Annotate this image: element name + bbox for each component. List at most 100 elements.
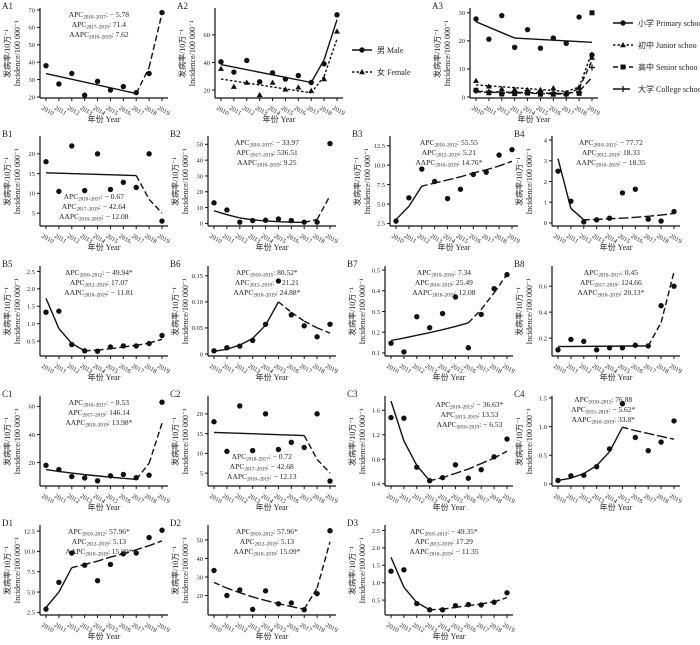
x-tick-label: 2017 (130, 363, 145, 376)
data-point (491, 286, 497, 292)
data-point (401, 567, 407, 573)
data-point (243, 79, 250, 85)
fit-line-segment (303, 320, 318, 329)
apc-period: 2013–2019 (430, 543, 453, 548)
x-tick-label: 2018 (143, 363, 158, 376)
x-axis-title: 年份 Year (600, 372, 633, 382)
data-point (452, 602, 459, 609)
fit-line-segment (403, 586, 418, 603)
fit-line-segment (475, 84, 567, 93)
fit-line-segment (58, 470, 72, 474)
panel-d2: D220304050201020112012201320142015201620… (170, 518, 339, 641)
apc-period: 2017–2019 (595, 284, 618, 289)
apc-annotation: AAPC2010–2019: 14.76* (415, 158, 482, 169)
y-axis-title-en: Incidence/100 000⁻¹ (358, 408, 367, 475)
data-point (576, 14, 582, 20)
x-tick-label: 2017 (298, 233, 313, 246)
apc-annotation: APC2010–2012: 55.55 (420, 138, 478, 149)
data-point (632, 342, 639, 348)
x-axis-title: 年份 Year (438, 242, 471, 252)
x-tick-label: 2017 (305, 105, 320, 118)
series-1 (393, 146, 515, 224)
data-point (478, 466, 484, 473)
apc-annotation: APC2017–2019: 536.51 (236, 148, 298, 159)
y-tick-label: 10.0 (374, 162, 385, 169)
apc-period: 2010–2013 (425, 533, 448, 538)
data-point (275, 216, 282, 222)
x-tick-label: 2019 (156, 493, 171, 506)
data-point (224, 345, 230, 351)
apc-value: : 18.33 (619, 148, 640, 157)
data-point (496, 152, 502, 158)
data-point (146, 70, 152, 77)
data-point (473, 77, 479, 83)
x-tick-label: 2011 (53, 493, 68, 505)
y-axis-title-cn: 发病率/10万⁻¹ (514, 156, 524, 205)
apc-annotation: AAPC2010–2019: − 6.53 (437, 420, 503, 431)
x-axis-title: 年份 Year (88, 502, 121, 512)
x-tick-label: 2017 (642, 363, 657, 376)
y-tick-label: 1.5 (372, 563, 380, 570)
x-tick-label: 2018 (655, 363, 670, 376)
data-point (237, 219, 243, 225)
y-tick-label: 12.5 (24, 528, 35, 535)
x-tick-label: 2012 (578, 493, 593, 506)
apc-annotation: APC2012–2019: 17.07 (70, 278, 128, 289)
fit-line-segment (447, 176, 461, 181)
apc-value: : − 33.97 (272, 138, 299, 147)
y-tick-label: 20 (459, 38, 466, 45)
panel-label: C4 (514, 389, 525, 399)
data-point (550, 89, 557, 96)
series-2 (218, 28, 340, 98)
apc-annotation: AAPC2010–2019: − 12.13 (227, 472, 297, 483)
apc-value: : 5.13 (109, 537, 126, 546)
data-point (133, 89, 139, 96)
apc-annotation: APC2010–2012: − 49.94* (65, 268, 133, 279)
data-point (388, 568, 394, 574)
apc-name: APC (236, 527, 251, 536)
data-point (555, 477, 561, 484)
data-point (658, 302, 664, 309)
fit-line-segment (578, 51, 593, 88)
apc-value: : 5.21 (459, 148, 476, 157)
data-point (439, 310, 446, 317)
apc-annotation: APC2017–2019: − 42.68 (230, 462, 294, 473)
data-point (269, 70, 276, 76)
data-point (43, 309, 49, 315)
data-point (419, 166, 425, 172)
data-point (256, 79, 263, 85)
apc-value: : 57.96* (105, 527, 130, 536)
x-tick-label: 2018 (311, 233, 326, 246)
x-tick-label: 2018 (311, 622, 326, 635)
data-point (231, 69, 237, 75)
fit-line-segment (480, 292, 495, 310)
y-tick-label: 40 (197, 157, 204, 164)
apc-period: 2010–2019 (79, 218, 102, 223)
data-point (237, 403, 243, 409)
fit-line-segment (252, 596, 266, 602)
y-axis-title-en: Incidence/100 000⁻¹ (358, 278, 367, 345)
x-tick-label: 2010 (385, 622, 400, 635)
data-point (470, 171, 477, 178)
apc-value: : − 12.08 (102, 212, 129, 221)
apc-name: APC (230, 462, 245, 471)
panel-b3: B32.55.07.510.012.5201020112012201320142… (352, 129, 521, 252)
fit-line-segment (622, 426, 636, 432)
apc-value: : 76.88 (611, 395, 632, 404)
data-point (576, 89, 583, 96)
apc-annotation: APC2013–2019: 17.29 (415, 537, 473, 548)
data-point (301, 323, 307, 329)
data-point (275, 278, 282, 284)
legend-item: 大学 College schoo (613, 84, 700, 94)
x-tick-label: 2017 (298, 622, 313, 635)
y-tick-label: 30 (29, 77, 36, 84)
y-tick-label: 5.0 (27, 589, 35, 596)
x-axis-title: 年份 Year (256, 242, 289, 252)
x-tick-label: 2012 (66, 493, 81, 506)
fit-line-segment (323, 38, 338, 77)
y-tick-label: 10 (197, 205, 204, 212)
data-point (56, 308, 62, 314)
data-point (457, 186, 464, 192)
y-axis-title-cn: 发病率/10万⁻¹ (352, 156, 362, 205)
data-point (499, 12, 505, 19)
